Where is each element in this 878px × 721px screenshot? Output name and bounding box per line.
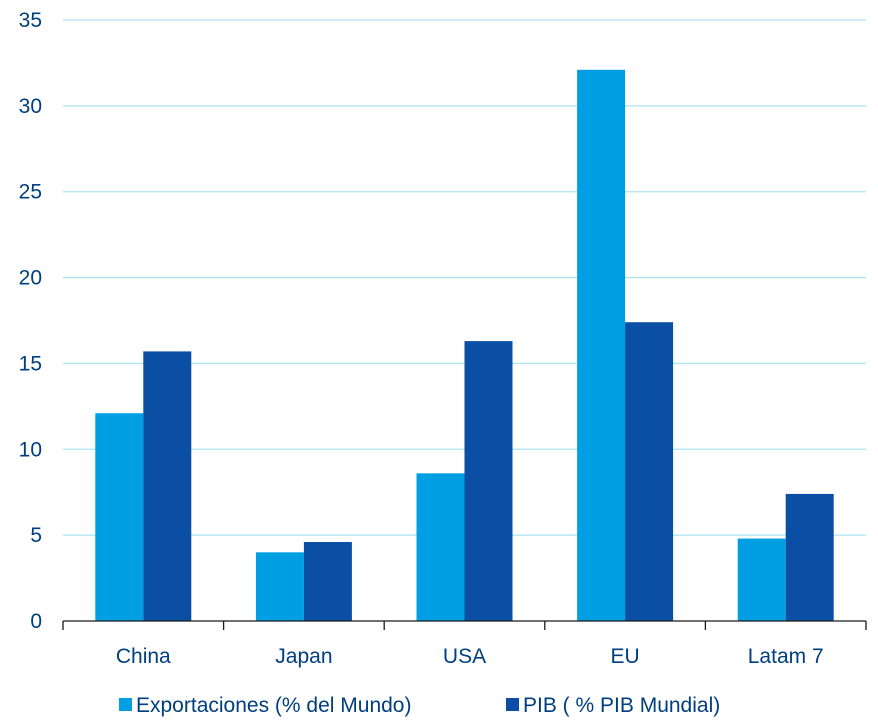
legend-label: Exportaciones (% del Mundo) [136, 694, 411, 717]
bar-exportaciones-japan [255, 552, 304, 621]
legend: Exportaciones (% del Mundo) PIB ( % PIB M… [119, 694, 720, 717]
x-category-label: EU [611, 645, 640, 668]
bar-pib-china [143, 351, 192, 621]
bar-exportaciones-china [95, 413, 144, 621]
bar-pib-japan [303, 542, 352, 621]
x-category-label: Latam 7 [748, 645, 824, 668]
bar-exportaciones-latam-7 [737, 538, 786, 621]
y-tick-label: 10 [19, 438, 42, 461]
y-tick-label: 25 [19, 181, 42, 204]
legend-swatch [506, 698, 519, 711]
bar-pib-eu [625, 322, 674, 621]
y-tick-label: 15 [19, 352, 42, 375]
y-axis-tick-labels: 0 5 10 15 20 25 30 35 [19, 9, 42, 633]
y-tick-label: 20 [19, 267, 42, 290]
bar-exportaciones-eu [577, 69, 626, 622]
legend-swatch [119, 698, 132, 711]
x-category-label: USA [443, 645, 486, 668]
y-tick-label: 0 [30, 610, 42, 633]
x-category-label: China [116, 645, 171, 668]
x-axis [62, 620, 867, 630]
bar-exportaciones-usa [416, 473, 465, 621]
x-axis-category-labels: China Japan USA EU Latam 7 [116, 645, 824, 668]
legend-label: PIB ( % PIB Mundial) [523, 694, 720, 717]
bar-pib-usa [464, 341, 513, 621]
y-tick-label: 30 [19, 95, 42, 118]
x-category-label: Japan [275, 645, 332, 668]
bar-pib-latam-7 [785, 493, 834, 621]
bars [95, 69, 834, 622]
y-tick-label: 35 [19, 9, 42, 32]
y-tick-label: 5 [30, 524, 42, 547]
